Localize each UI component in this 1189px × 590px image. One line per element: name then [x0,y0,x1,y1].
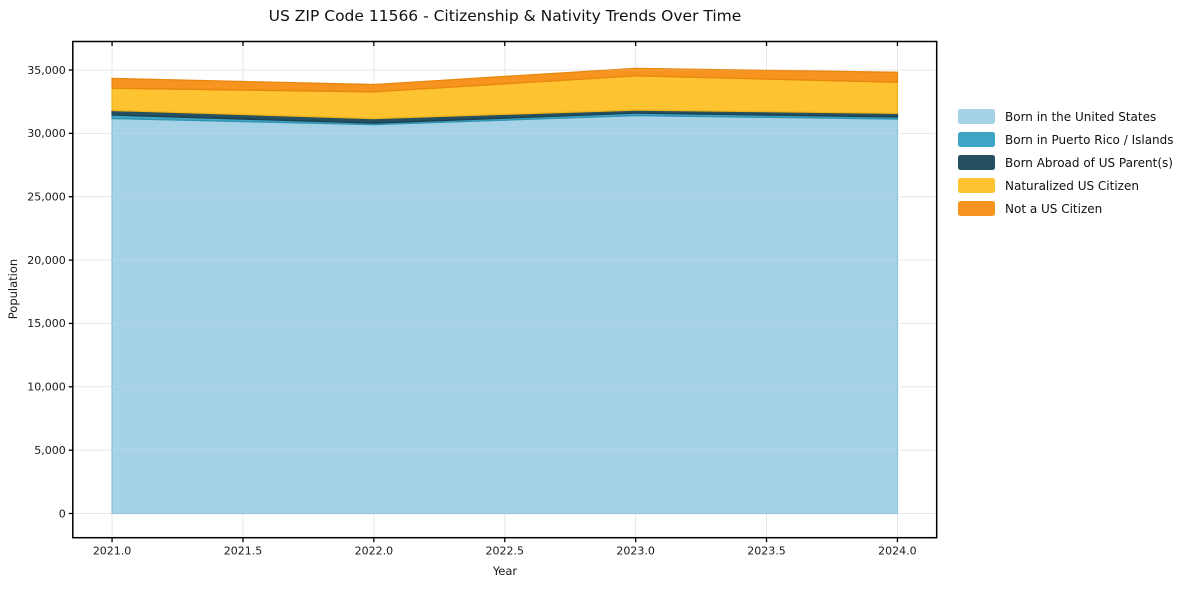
x-axis-label: Year [492,564,518,578]
y-tick-label: 20,000 [27,254,66,267]
legend-item-born-in-puerto-rico-islands: Born in Puerto Rico / Islands [958,128,1174,151]
x-tick-label: 2021.5 [224,545,263,558]
y-tick-label: 30,000 [27,127,66,140]
y-tick-label: 25,000 [27,191,66,204]
legend-swatch [958,132,995,147]
legend-label: Naturalized US Citizen [1005,178,1139,193]
x-tick-label: 2023.0 [616,545,655,558]
y-axis-label: Population [6,258,20,320]
legend-item-naturalized-us-citizen: Naturalized US Citizen [958,174,1174,197]
grid-overlay-layer [72,69,937,514]
legend-label: Born in the United States [1005,109,1157,124]
legend-item-not-a-us-citizen: Not a US Citizen [958,197,1174,220]
legend-label: Born in Puerto Rico / Islands [1005,132,1174,147]
x-tick-label: 2022.0 [355,545,394,558]
legend-swatch [958,109,995,124]
y-tick-label: 35,000 [27,64,66,77]
y-tick-label: 15,000 [27,317,66,330]
y-tick-label: 10,000 [27,381,66,394]
legend-item-born-abroad-of-us-parent-s: Born Abroad of US Parent(s) [958,151,1174,174]
legend-item-born-in-the-united-states: Born in the United States [958,105,1174,128]
axes-layer: 0 5,000 10,000 15,000 20,000 25,000 30,000 35,0… [27,40,938,558]
legend-swatch [958,155,995,170]
legend-swatch [958,178,995,193]
x-tick-label: 2022.5 [486,545,525,558]
x-tick-label: 2024.0 [878,545,917,558]
areas-layer [111,67,899,515]
x-tick-label: 2021.0 [93,545,132,558]
y-tick-label: 0 [59,507,66,520]
legend-label: Not a US Citizen [1005,201,1103,216]
legend-swatch [958,201,995,216]
area-not-a-us-citizen [111,67,899,93]
legend-label: Born Abroad of US Parent(s) [1005,155,1173,170]
y-tick-label: 5,000 [34,444,66,457]
area-born-in-the-united-states [111,114,899,515]
legend: Born in the United States Born in Puerto … [958,105,1174,220]
x-tick-label: 2023.5 [747,545,786,558]
chart-title: US ZIP Code 11566 - Citizenship & Nativi… [268,7,742,25]
